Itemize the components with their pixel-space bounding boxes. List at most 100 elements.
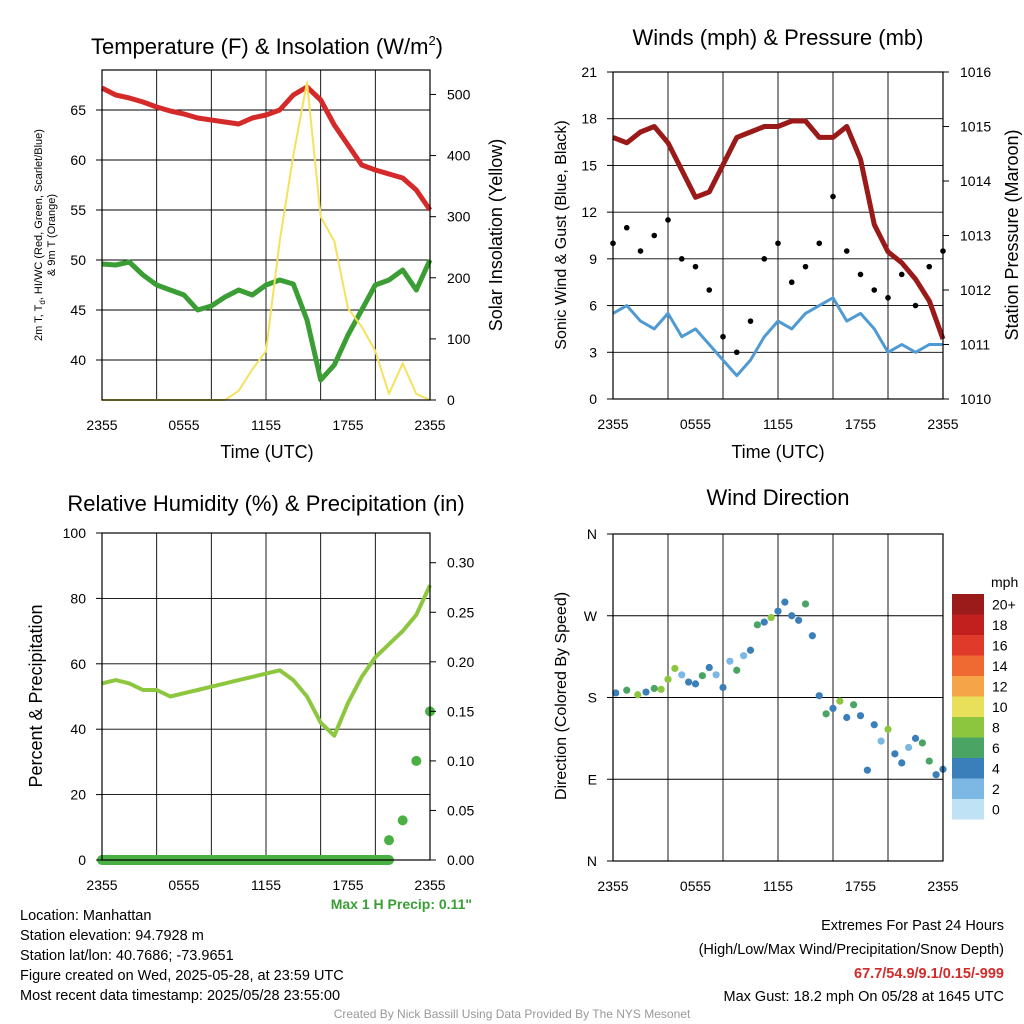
winds-plot-area [610, 118, 946, 378]
colorbar-unit-label: mph [991, 574, 1018, 590]
wind-direction-title: Wind Direction [706, 485, 849, 510]
wind-direction-grid [612, 533, 944, 862]
y2-tick-label: 1012 [960, 282, 991, 298]
colorbar-swatch [952, 676, 984, 697]
gust-point [843, 248, 850, 254]
x-tick-label: 1755 [845, 416, 876, 432]
gust-point [926, 263, 933, 270]
colorbar-label: 0 [992, 801, 1000, 817]
colorbar-label: 16 [992, 637, 1008, 653]
gust-point [733, 349, 740, 356]
y-tick-label: 3 [589, 344, 597, 360]
y2-tick-label: 0.10 [447, 753, 474, 769]
y-tick-label: E [588, 771, 597, 787]
wind-direction-point [657, 685, 665, 693]
wind-direction-point [698, 672, 706, 680]
x-tick-label: 1755 [332, 417, 363, 433]
x-tick-label: 1155 [763, 878, 793, 894]
series-line-station-pressure [612, 118, 946, 340]
colorbar-swatch [952, 737, 984, 758]
y2-tick-label: 0 [447, 392, 455, 408]
y2-tick-label: 1016 [960, 64, 991, 80]
x-tick-label: 0555 [168, 877, 199, 893]
colorbar-label: 10 [992, 699, 1008, 715]
gust-point [637, 248, 644, 254]
humidity-panel: Relative Humidity (%) & Precipitation (i… [26, 491, 474, 912]
wind-direction-point [795, 616, 803, 624]
wind-direction-point [642, 688, 650, 696]
y2-tick-label: 300 [447, 209, 471, 225]
y2-tick-label: 1010 [960, 391, 991, 407]
y-tick-label: 65 [70, 102, 86, 118]
wind-direction-point [788, 612, 796, 620]
humidity-title: Relative Humidity (%) & Precipitation (i… [67, 491, 464, 516]
wind-direction-point [856, 712, 865, 720]
recent-data-text: Most recent data timestamp: 2025/05/28 2… [20, 988, 341, 1004]
colorbar-swatch [952, 717, 984, 738]
series-line-sonic-wind [612, 296, 943, 378]
y-tick-label: 9 [589, 251, 597, 267]
gust-point [885, 294, 891, 301]
x-tick-label: 0555 [680, 878, 711, 894]
gust-point [761, 256, 768, 262]
gust-point [898, 271, 905, 278]
colorbar-label: 14 [992, 658, 1008, 674]
wind-direction-point [685, 678, 693, 686]
temperature-panel: Temperature (F) & Insolation (W/m2) 2355… [33, 33, 506, 462]
x-tick-label: 1755 [845, 878, 876, 894]
gust-point [706, 287, 713, 293]
winds-y-label: Sonic Wind & Gust (Blue, Black) [553, 120, 570, 349]
gust-point [678, 256, 685, 262]
gust-point [651, 232, 658, 239]
gust-point [720, 333, 726, 340]
humidity-y-label: Percent & Precipitation [26, 604, 46, 787]
precip-point [397, 815, 408, 826]
y2-tick-label: 1013 [960, 228, 991, 244]
y-tick-label: 45 [70, 302, 86, 318]
x-tick-label: 1755 [332, 877, 363, 893]
max-precip-annotation: Max 1 H Precip: 0.11" [331, 896, 472, 912]
wind-direction-point [719, 683, 727, 692]
colorbar-swatch [952, 696, 984, 717]
wind-direction-point [760, 618, 768, 626]
gust-point [775, 240, 781, 247]
wind-direction-point [634, 691, 642, 699]
wind-direction-panel: Wind Direction 2355 0555 1155 1755 2355NWSEN… [553, 485, 1018, 894]
y-tick-label: 0 [78, 852, 86, 868]
colorbar-label: 6 [992, 740, 1000, 756]
wind-direction-point [623, 686, 631, 694]
solar-y2-label: Solar Insolation (Yellow) [486, 139, 506, 331]
wind-direction-point [671, 664, 679, 673]
plot-frame [101, 532, 431, 861]
temperature-axes: 2355 0555 1155 1755 2355 40 45 50 55 60 65 0 100 200 3… [70, 69, 471, 433]
colorbar-swatch [952, 799, 984, 820]
y2-tick-label: 0.20 [447, 654, 474, 670]
wind-direction-point [891, 750, 899, 758]
gust-point [871, 287, 878, 293]
winds-title: Winds (mph) & Pressure (mb) [633, 25, 924, 50]
credit-text: Created By Nick Bassill Using Data Provi… [333, 1007, 691, 1021]
winds-x-label: Time (UTC) [731, 442, 824, 462]
wind-direction-point [829, 704, 837, 713]
gust-point [623, 224, 630, 231]
plot-frame [101, 69, 431, 401]
wind-direction-point [746, 646, 755, 654]
wind-direction-point [774, 607, 782, 615]
colorbar-swatch [952, 635, 984, 656]
colorbar-swatch [952, 614, 984, 635]
y2-tick-label: 400 [447, 148, 471, 164]
y2-tick-label: 0.05 [447, 802, 474, 818]
wind-direction-point [815, 692, 823, 700]
gust-point [747, 318, 754, 324]
wind-direction-point [877, 737, 885, 745]
winds-panel: Winds (mph) & Pressure (mb) 2355 0555 1155… [553, 25, 1022, 462]
wind-direction-point [808, 632, 816, 640]
colorbar-label: 4 [992, 760, 1000, 776]
y-tick-label: 40 [70, 721, 86, 737]
y-tick-label: 50 [70, 252, 86, 268]
x-tick-label: 2355 [86, 417, 117, 433]
wind-direction-point [712, 671, 720, 679]
x-tick-label: 2355 [597, 416, 628, 432]
y-tick-label: 55 [70, 202, 86, 218]
